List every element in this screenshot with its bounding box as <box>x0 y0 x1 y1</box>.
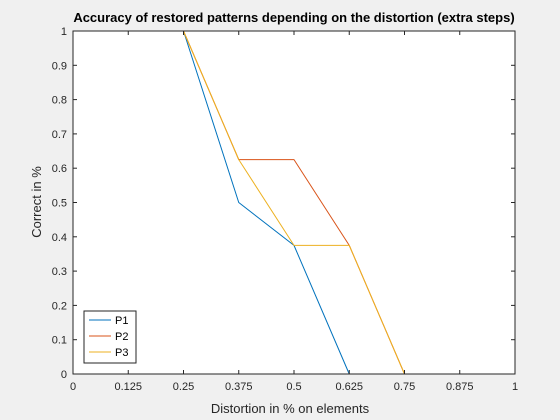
x-tick-label: 0.125 <box>114 381 142 393</box>
y-tick-label: 0.4 <box>52 232 67 244</box>
x-axis: 0 0.125 0.25 0.375 0.5 0.625 0.75 0.875 1 <box>70 31 518 393</box>
y-tick-label: 0.8 <box>52 95 67 107</box>
plot-area <box>73 31 515 374</box>
y-tick-label: 0.6 <box>52 163 67 175</box>
x-tick-label: 0.75 <box>394 381 415 393</box>
y-tick-label: 0.3 <box>52 266 67 278</box>
legend-label-p3: P3 <box>115 347 128 359</box>
x-tick-label: 1 <box>512 381 518 393</box>
y-tick-label: 0.1 <box>52 335 67 347</box>
y-axis: 0 0.1 0.2 0.3 0.4 0.5 0.6 0.7 0.8 0.9 1 <box>52 26 515 381</box>
y-tick-label: 0.9 <box>52 60 67 72</box>
y-tick-label: 0.5 <box>52 198 67 210</box>
x-tick-label: 0.375 <box>225 381 253 393</box>
legend: P1 P2 P3 <box>83 310 137 364</box>
x-tick-label: 0.5 <box>286 381 301 393</box>
y-tick-label: 0 <box>61 369 67 381</box>
x-tick-label: 0.25 <box>173 381 194 393</box>
x-tick-label: 0 <box>70 381 76 393</box>
y-tick-label: 0.7 <box>52 129 67 141</box>
y-tick-label: 0.2 <box>52 300 67 312</box>
x-tick-label: 0.875 <box>446 381 474 393</box>
chart-title: Accuracy of restored patterns depending … <box>73 10 514 25</box>
legend-label-p2: P2 <box>115 331 128 343</box>
y-tick-label: 1 <box>61 26 67 38</box>
legend-label-p1: P1 <box>115 315 128 327</box>
x-tick-label: 0.625 <box>335 381 363 393</box>
x-axis-label: Distortion in % on elements <box>211 401 370 416</box>
y-axis-label: Correct in % <box>29 166 44 238</box>
